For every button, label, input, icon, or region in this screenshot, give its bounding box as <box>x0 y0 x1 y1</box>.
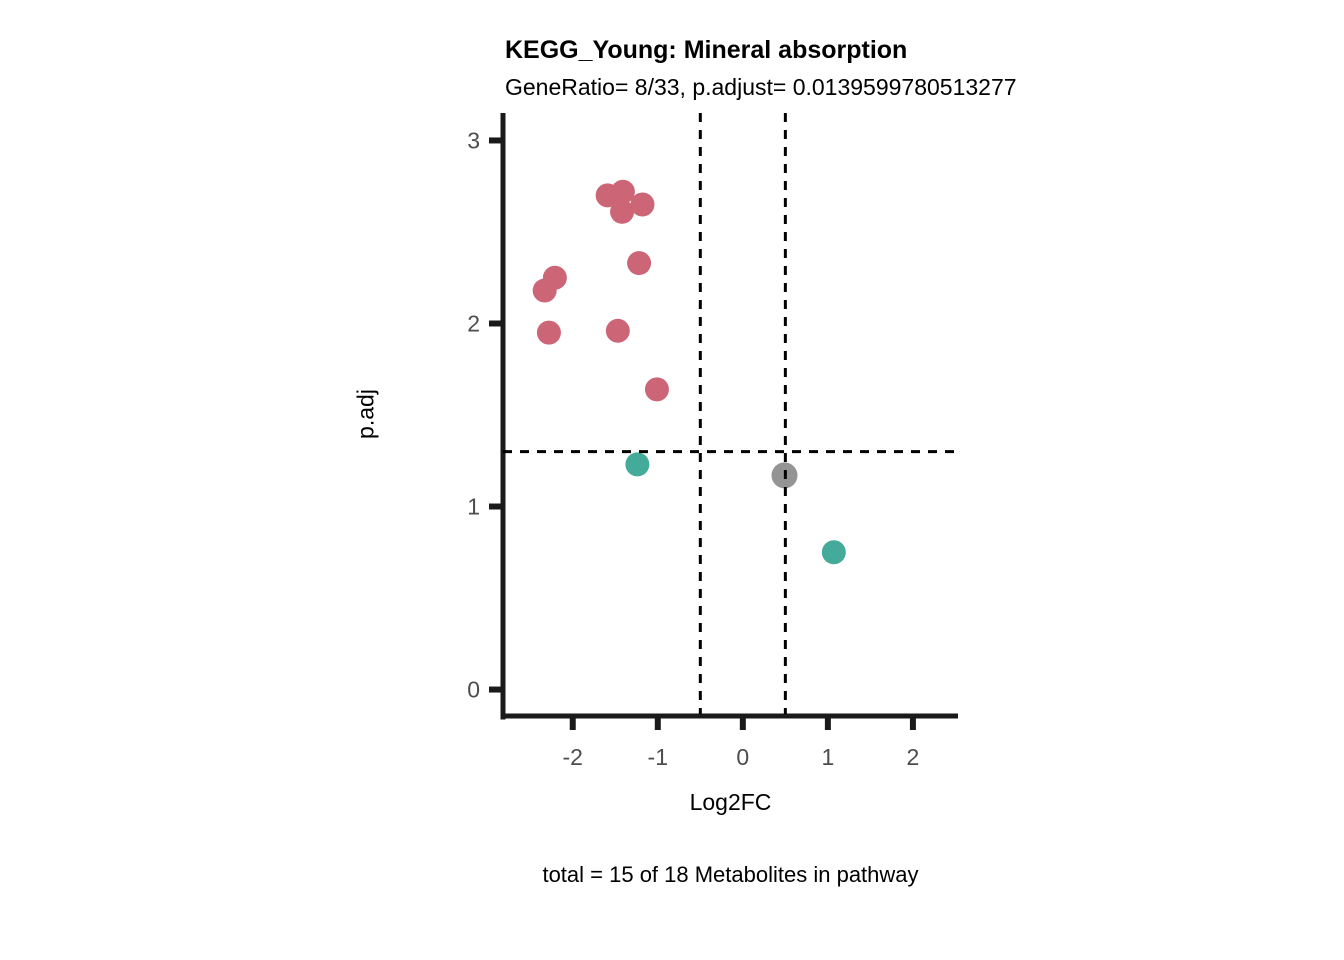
scatter-point-teal-points <box>821 540 846 565</box>
x-tick-label: 0 <box>736 744 749 770</box>
x-axis-title: Log2FC <box>689 789 772 815</box>
x-tick-label: -2 <box>563 744 583 770</box>
scatter-point-rose-points <box>536 320 561 345</box>
scatter-point-teal-points <box>625 452 650 477</box>
scatter-point-rose-points <box>627 251 652 276</box>
chart-subtitle: GeneRatio= 8/33, p.adjust= 0.01395997805… <box>505 74 1017 100</box>
y-tick-label: 1 <box>467 494 480 520</box>
y-tick-label: 0 <box>467 677 480 703</box>
x-tick-label: -1 <box>648 744 668 770</box>
y-tick-label: 2 <box>467 310 480 336</box>
chart-caption: total = 15 of 18 Metabolites in pathway <box>542 862 919 887</box>
scatter-point-rose-points <box>532 278 557 303</box>
scatter-point-rose-points <box>605 318 630 343</box>
x-tick-label: 2 <box>907 744 920 770</box>
scatter-point-rose-points <box>610 199 635 224</box>
chart-title: KEGG_Young: Mineral absorption <box>505 36 908 64</box>
scatter-point-rose-points <box>630 192 655 217</box>
scatter-point-rose-points <box>610 179 635 204</box>
y-tick-label: 3 <box>467 127 480 153</box>
x-tick-label: 1 <box>821 744 834 770</box>
y-axis-title: p.adj <box>352 389 379 439</box>
scatter-point-rose-points <box>644 377 669 402</box>
